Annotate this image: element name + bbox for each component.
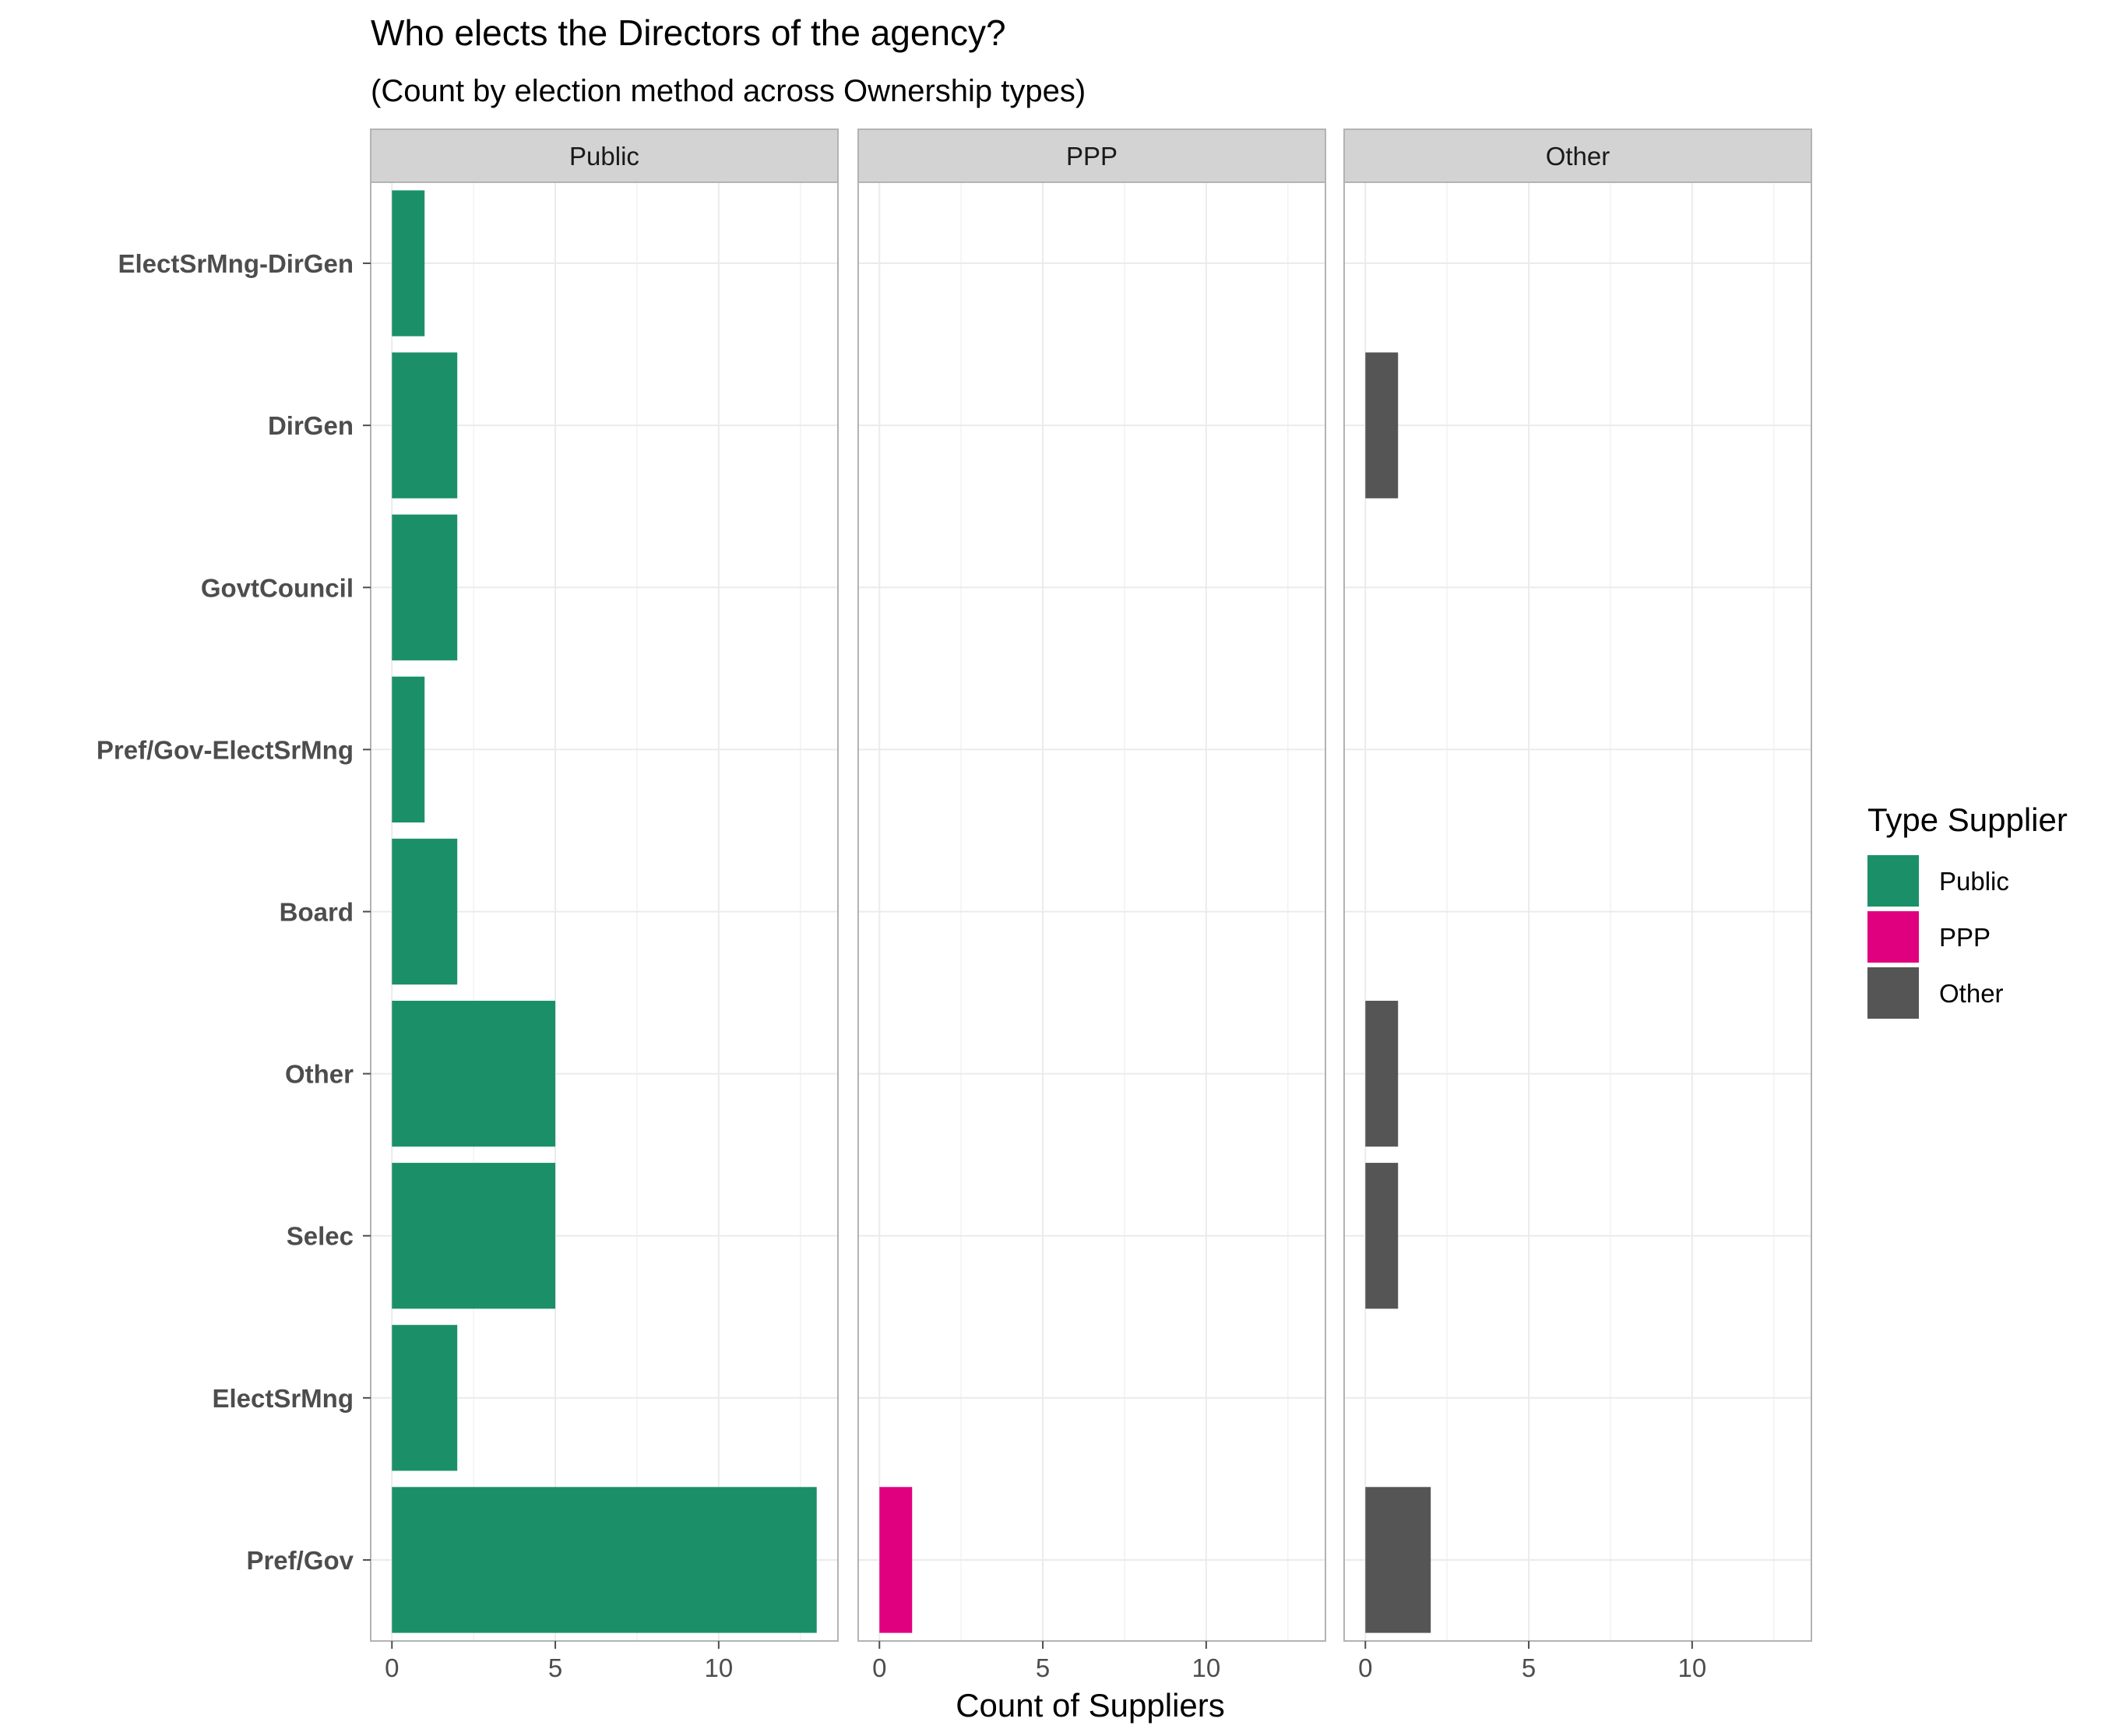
legend-title: Type Supplier [1867, 801, 2068, 838]
category-label: Pref/Gov-ElectSrMng [97, 735, 354, 764]
facet-panel-public: Public 0 5 10 [370, 129, 839, 1682]
x-tick-label: 10 [1192, 1653, 1220, 1682]
category-label: ElectSrMng-DirGen [118, 249, 354, 278]
legend-label: Other [1939, 979, 2004, 1008]
category-label: Other [285, 1060, 354, 1089]
legend-label: Public [1939, 867, 2009, 896]
legend: Type Supplier Public PPP Other [1867, 801, 2068, 1019]
bar-other-other [1365, 1000, 1399, 1147]
legend-key-public [1867, 855, 1919, 907]
bar-public-other [392, 1000, 556, 1147]
legend-key-other [1867, 967, 1919, 1019]
x-tick-label: 5 [1036, 1653, 1050, 1682]
x-tick-label: 10 [704, 1653, 733, 1682]
bar-public-board [392, 838, 458, 985]
facet-strip-label: Other [1546, 142, 1610, 171]
category-label: GovtCouncil [201, 573, 354, 602]
category-axis-labels: ElectSrMng-DirGen DirGen GovtCouncil Pref/G… [97, 249, 371, 1575]
bar-public-selec [392, 1163, 556, 1309]
facet-strip-label: Public [569, 142, 639, 171]
x-tick-label: 0 [385, 1653, 399, 1682]
facet-panel-ppp: PPP 0 5 10 [857, 129, 1326, 1682]
category-label: ElectSrMng [212, 1384, 354, 1413]
bar-other-pref-gov [1365, 1487, 1431, 1633]
bar-public-electsrmng [392, 1325, 458, 1471]
bar-public-govtcouncil [392, 514, 458, 660]
legend-label: PPP [1939, 923, 1991, 952]
facet-strip [1343, 129, 1812, 183]
panel-border [857, 181, 1326, 1642]
facet-panel-other: Other 0 5 10 [1343, 129, 1812, 1682]
facet-strip [370, 129, 839, 183]
x-tick-label: 5 [548, 1653, 562, 1682]
bar-public-electsrmng-dirgen [392, 190, 425, 336]
bar-public-dirgen [392, 352, 458, 498]
facet-panels: Public 0 5 10 PPP 0 5 10 Other 0 5 10 [370, 129, 1812, 1682]
legend-key-ppp [1867, 911, 1919, 963]
facet-strip-label: PPP [1066, 142, 1118, 171]
x-axis-title: Count of Suppliers [956, 1687, 1225, 1724]
bar-other-selec [1365, 1163, 1399, 1309]
bar-other-dirgen [1365, 352, 1399, 498]
facet-strip [857, 129, 1326, 183]
x-tick-label: 0 [872, 1653, 886, 1682]
x-tick-label: 0 [1358, 1653, 1372, 1682]
bar-public-pref-gov [392, 1487, 817, 1633]
category-label: Selec [287, 1222, 354, 1251]
x-tick-label: 10 [1677, 1653, 1706, 1682]
bar-ppp-pref-gov [879, 1487, 913, 1633]
panel-border [1343, 181, 1812, 1642]
category-label: DirGen [268, 411, 354, 440]
chart-title: Who elects the Directors of the agency? [371, 12, 1006, 53]
category-label: Pref/Gov [246, 1546, 354, 1575]
x-tick-label: 5 [1522, 1653, 1536, 1682]
category-label: Board [280, 898, 354, 927]
chart-subtitle: (Count by election method across Ownersh… [371, 74, 1086, 108]
bar-public-pref-gov-electsrmng [392, 676, 425, 823]
